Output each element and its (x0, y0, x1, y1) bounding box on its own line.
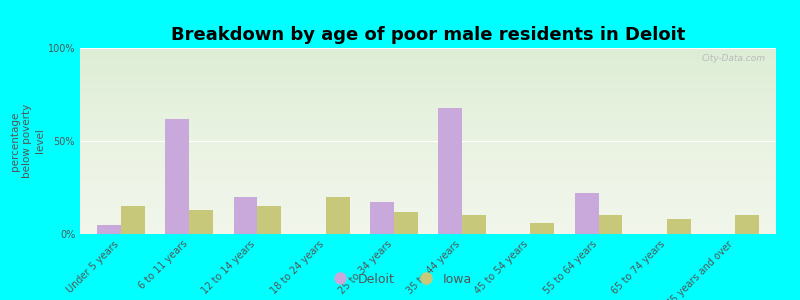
Bar (667, 219, 690, 234)
Bar (326, 197, 350, 234)
Bar (735, 215, 759, 234)
Text: City-Data.com: City-Data.com (702, 54, 766, 63)
Bar (598, 215, 622, 234)
Bar (234, 197, 258, 234)
Bar (530, 223, 554, 234)
Bar (97, 225, 121, 234)
Bar (462, 215, 486, 234)
Legend: Deloit, Iowa: Deloit, Iowa (322, 268, 478, 291)
Bar (166, 119, 189, 234)
Bar (394, 212, 418, 234)
Bar (438, 107, 462, 234)
Y-axis label: percentage
below poverty
level: percentage below poverty level (10, 104, 45, 178)
Title: Breakdown by age of poor male residents in Deloit: Breakdown by age of poor male residents … (171, 26, 685, 44)
Bar (574, 193, 598, 234)
Bar (121, 206, 145, 234)
Bar (370, 202, 394, 234)
Bar (189, 210, 213, 234)
Bar (258, 206, 282, 234)
